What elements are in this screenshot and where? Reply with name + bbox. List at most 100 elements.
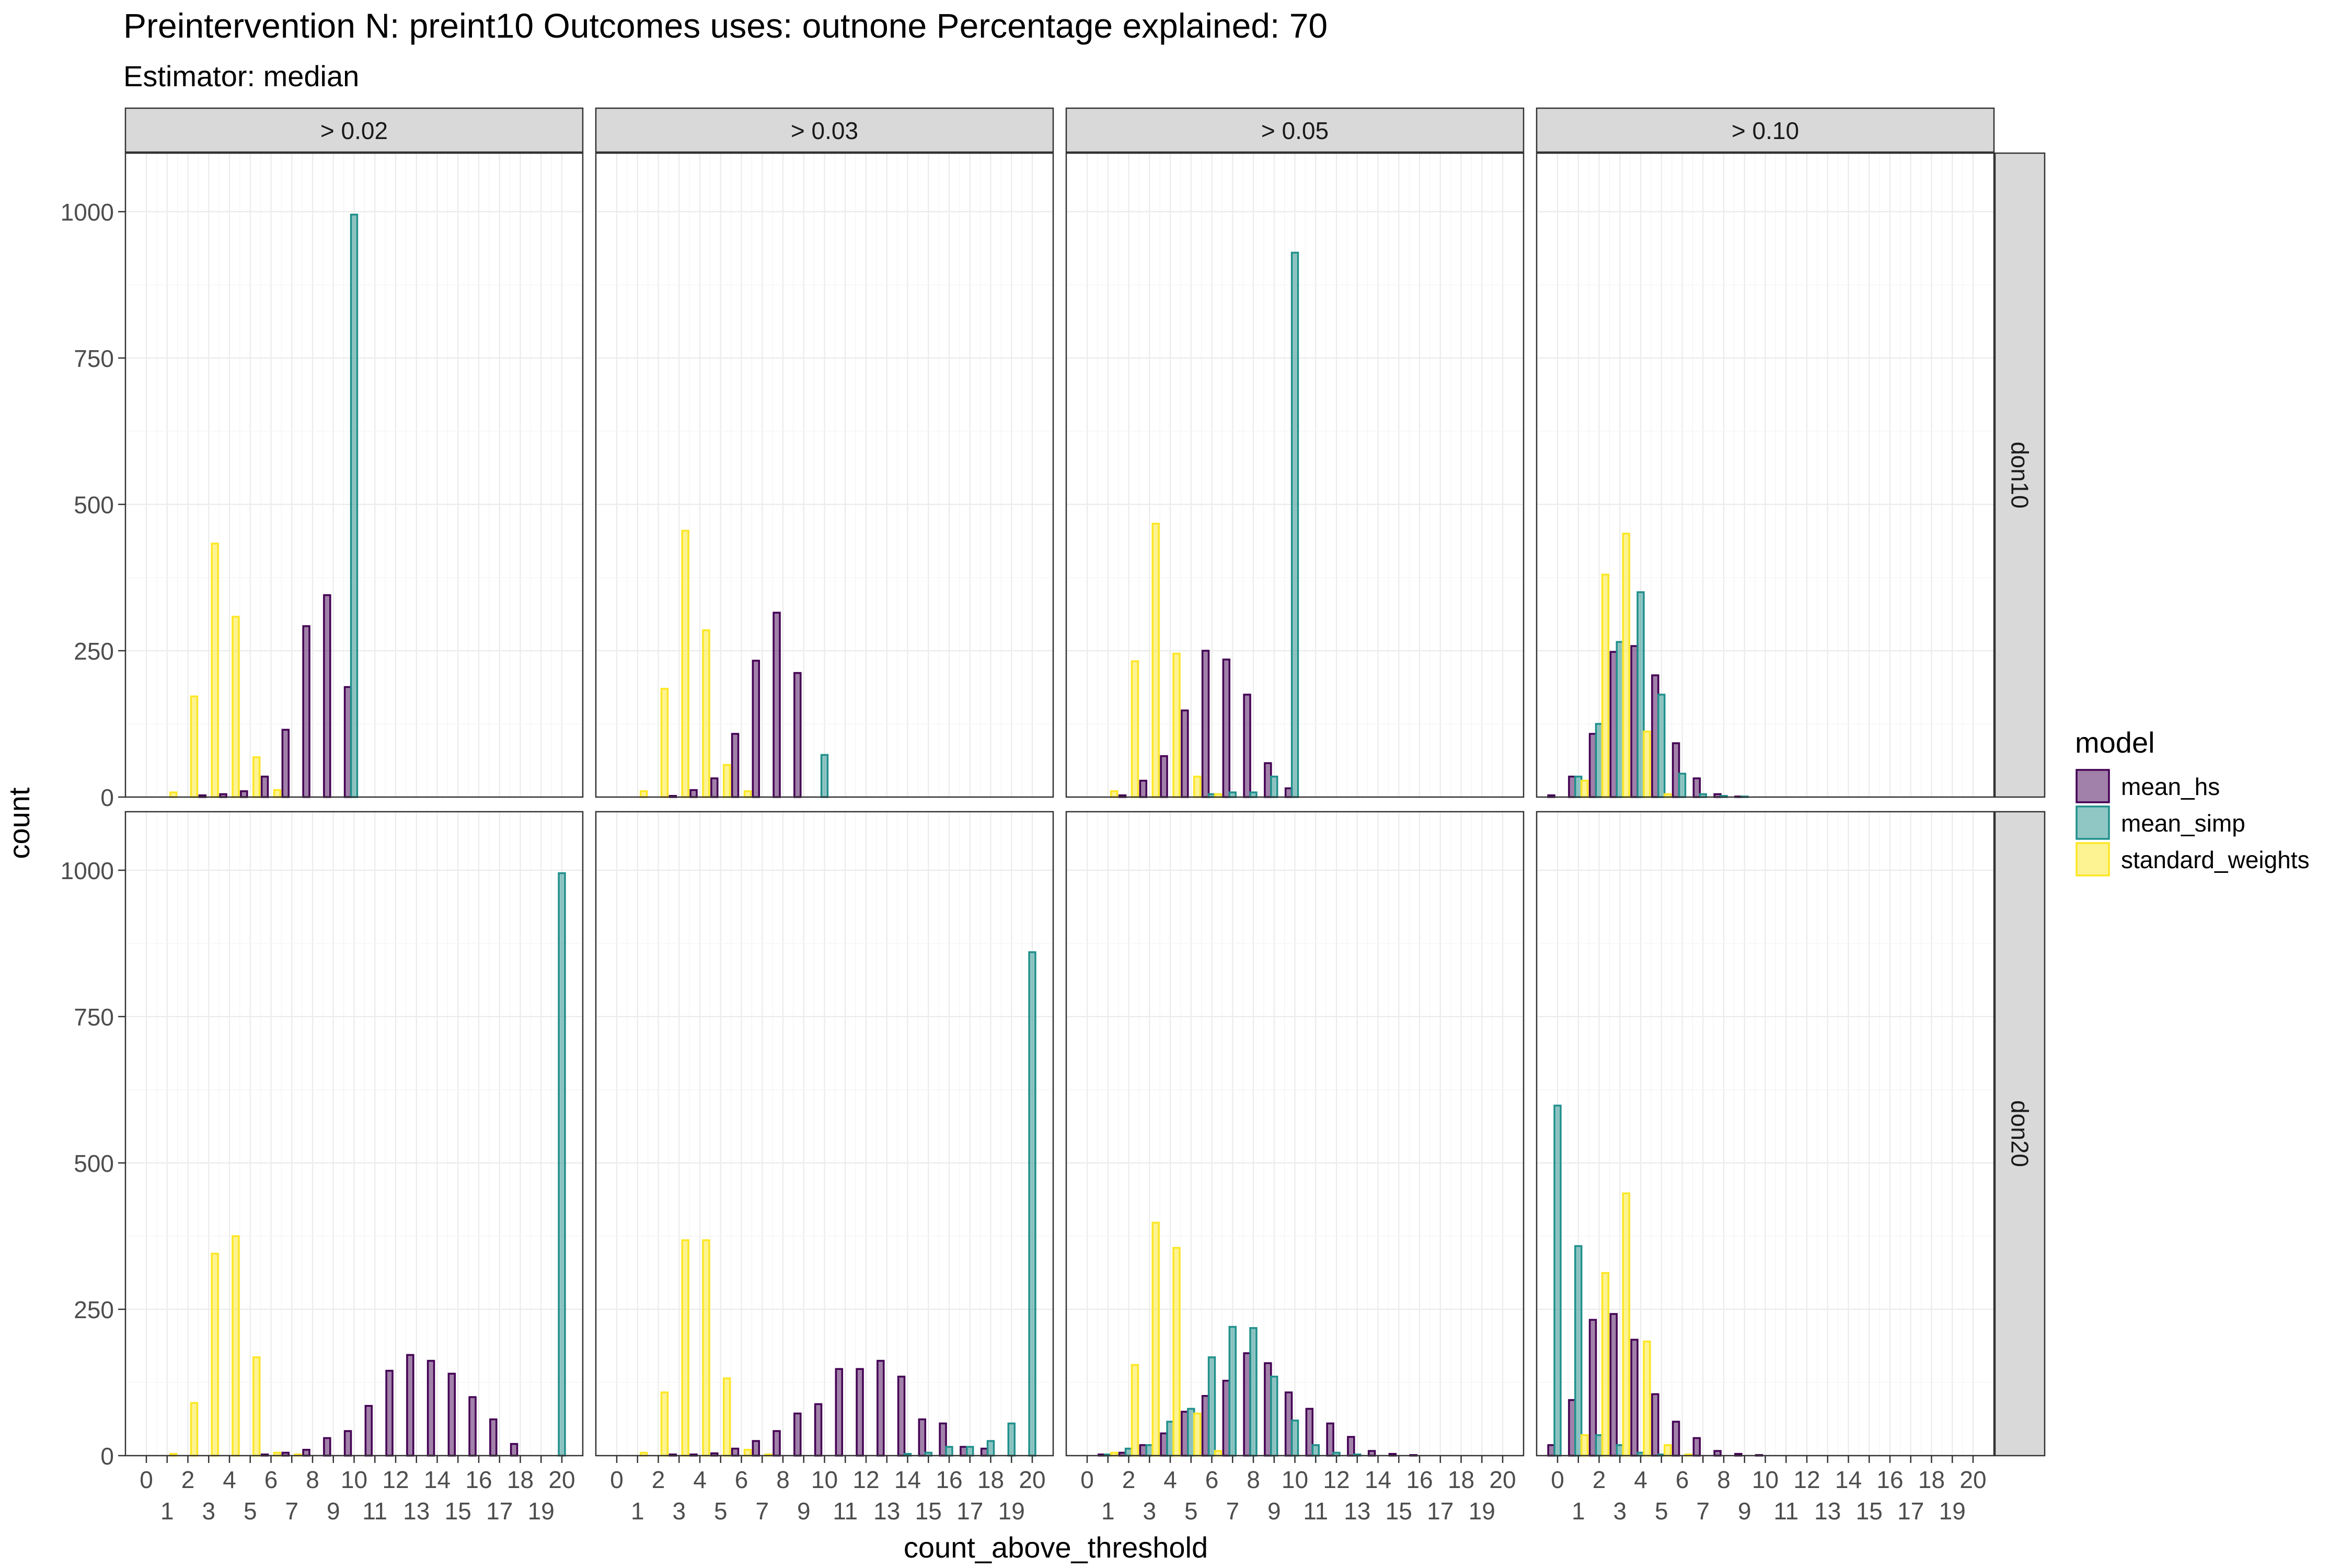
bar-mean_hs xyxy=(447,1373,456,1457)
bar-standard_weights xyxy=(211,543,219,798)
bar-standard_weights xyxy=(681,529,689,798)
bar-standard_weights xyxy=(1131,660,1139,798)
bar-mean_hs xyxy=(752,1440,760,1457)
col-strip xyxy=(124,107,584,153)
row-strip xyxy=(1994,811,2046,1457)
bar-mean_hs xyxy=(793,672,802,798)
bar-mean_hs xyxy=(260,776,269,798)
x-tick-label: 14 xyxy=(424,1466,451,1493)
bar-mean_hs xyxy=(1139,779,1148,798)
x-tick-label: 3 xyxy=(1613,1497,1627,1525)
x-tick-label: 4 xyxy=(1163,1466,1177,1493)
bar-mean_hs xyxy=(1139,1444,1148,1457)
bar-standard_weights xyxy=(702,1239,710,1457)
bar-mean_hs xyxy=(240,790,248,798)
x-tick-label: 0 xyxy=(1551,1466,1564,1493)
x-tick-label: 16 xyxy=(465,1466,492,1493)
legend-label-mean_simp: mean_simp xyxy=(2121,810,2245,837)
bar-mean_simp xyxy=(1595,723,1604,798)
bar-mean_hs xyxy=(1568,776,1576,798)
bar-standard_weights xyxy=(1601,1272,1610,1457)
x-tick-label: 6 xyxy=(1205,1466,1219,1493)
bar-standard_weights xyxy=(1131,1364,1139,1457)
x-tick-label: 9 xyxy=(1738,1497,1751,1525)
bar-standard_weights xyxy=(722,1377,731,1457)
bar-mean_hs xyxy=(323,1437,331,1457)
bar-mean_hs xyxy=(1284,1391,1293,1457)
x-tick-label: 6 xyxy=(1676,1466,1689,1493)
x-tick-label: 2 xyxy=(652,1466,665,1493)
x-tick-label: 6 xyxy=(735,1466,748,1493)
bar-standard_weights xyxy=(1663,1444,1672,1457)
x-tick-label: 20 xyxy=(1489,1466,1516,1493)
bar-standard_weights xyxy=(190,1402,199,1457)
bar-mean_hs xyxy=(731,1447,740,1457)
legend-key-mean_hs xyxy=(2076,769,2110,803)
bar-standard_weights xyxy=(743,790,752,798)
y-tick-label: 250 xyxy=(74,638,114,665)
bar-mean_simp xyxy=(1270,1376,1278,1457)
x-tick-label: 2 xyxy=(1593,1466,1606,1493)
bar-standard_weights xyxy=(232,616,240,798)
bar-mean_hs xyxy=(1326,1422,1334,1457)
x-tick-label: 5 xyxy=(1655,1497,1668,1525)
legend: model mean_hs mean_simp standard_weights xyxy=(2075,726,2310,877)
x-tick-label: 8 xyxy=(1247,1466,1260,1493)
x-tick-label: 7 xyxy=(1226,1497,1239,1525)
x-tick-label: 12 xyxy=(382,1466,409,1493)
y-tick-label: 500 xyxy=(74,491,114,518)
bar-mean_hs xyxy=(1568,1399,1576,1457)
x-tick-label: 9 xyxy=(327,1497,340,1525)
bar-mean_hs xyxy=(364,1405,373,1457)
x-tick-label: 3 xyxy=(672,1497,686,1525)
bar-standard_weights xyxy=(252,1356,261,1457)
row-strip-label: don20 xyxy=(2007,1100,2034,1167)
bar-standard_weights xyxy=(273,789,282,798)
bar-mean_hs xyxy=(323,594,331,798)
bar-standard_weights xyxy=(252,756,261,798)
bar-mean_hs xyxy=(1367,1450,1376,1457)
bar-standard_weights xyxy=(1580,1434,1589,1457)
bar-mean_simp xyxy=(1553,1104,1562,1457)
bar-standard_weights xyxy=(1580,779,1589,798)
bar-mean_hs xyxy=(1201,650,1210,798)
x-tick-label: 5 xyxy=(244,1497,257,1525)
x-tick-label: 15 xyxy=(1386,1497,1412,1525)
x-tick-label: 16 xyxy=(936,1466,962,1493)
bar-mean_hs xyxy=(1609,651,1618,798)
bar-mean_simp xyxy=(986,1440,995,1457)
bar-mean_hs xyxy=(1243,694,1251,798)
bar-mean_hs xyxy=(731,733,740,798)
bar-mean_hs xyxy=(302,625,310,798)
col-strip-label: > 0.02 xyxy=(320,117,388,144)
bar-mean_hs xyxy=(980,1447,989,1457)
bar-mean_simp xyxy=(1249,1327,1258,1457)
legend-label-standard_weights: standard_weights xyxy=(2121,846,2310,873)
bar-standard_weights xyxy=(1110,790,1119,798)
y-tick-label: 750 xyxy=(74,345,114,372)
bar-mean_hs xyxy=(1264,1362,1272,1457)
bar-mean_simp xyxy=(1270,776,1278,798)
x-tick-label: 10 xyxy=(811,1466,838,1493)
bar-mean_hs xyxy=(1671,1421,1680,1457)
bar-mean_hs xyxy=(1651,1393,1659,1457)
x-tick-label: 20 xyxy=(1959,1466,1986,1493)
x-tick-label: 6 xyxy=(264,1466,278,1493)
bar-mean_hs xyxy=(1671,742,1680,798)
x-tick-label: 13 xyxy=(403,1497,430,1525)
x-tick-label: 0 xyxy=(610,1466,624,1493)
bar-mean_hs xyxy=(1630,1339,1639,1457)
bar-mean_hs xyxy=(1630,645,1639,798)
bar-mean_hs xyxy=(1305,1408,1314,1457)
col-strip xyxy=(1536,107,1995,153)
x-tick-label: 19 xyxy=(998,1497,1025,1525)
bar-mean_hs xyxy=(1181,1411,1189,1457)
bar-mean_simp xyxy=(350,213,359,798)
x-tick-label: 10 xyxy=(1282,1466,1308,1493)
y-tick-label: 250 xyxy=(74,1296,114,1323)
x-tick-label: 12 xyxy=(852,1466,879,1493)
bar-mean_hs xyxy=(1588,733,1597,798)
bar-standard_weights xyxy=(660,688,669,798)
row-strip-label: don10 xyxy=(2007,442,2034,509)
